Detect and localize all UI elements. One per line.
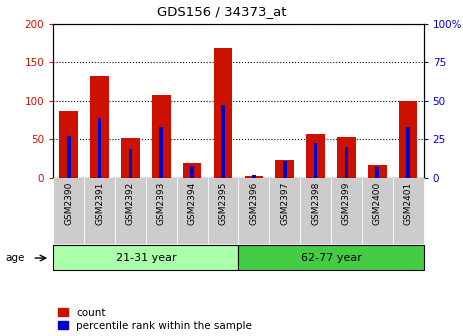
Bar (269, 178, 300, 244)
Text: GSM2397: GSM2397 (280, 181, 289, 225)
Bar (190, 166, 194, 178)
Bar (337, 137, 356, 178)
Text: GSM2391: GSM2391 (95, 181, 104, 225)
Bar (252, 175, 256, 178)
Bar (59, 111, 78, 178)
Text: 21-31 year: 21-31 year (116, 253, 176, 263)
Bar (221, 106, 225, 178)
Text: GSM2400: GSM2400 (373, 181, 382, 224)
Text: GSM2390: GSM2390 (64, 181, 73, 225)
Bar (399, 101, 418, 178)
Bar (300, 178, 331, 244)
Bar (393, 178, 424, 244)
Bar (275, 160, 294, 178)
Text: GSM2396: GSM2396 (250, 181, 258, 225)
Bar (159, 127, 163, 178)
Bar (375, 167, 379, 178)
Bar (90, 76, 109, 178)
Text: GSM2401: GSM2401 (404, 181, 413, 224)
Bar (368, 165, 387, 178)
Text: age: age (6, 253, 25, 263)
Bar (98, 118, 101, 178)
Bar (121, 138, 140, 178)
Bar (407, 127, 410, 178)
Text: GSM2394: GSM2394 (188, 181, 197, 224)
Bar (214, 48, 232, 178)
Bar (183, 163, 201, 178)
Bar (238, 178, 269, 244)
Bar (362, 178, 393, 244)
Bar (331, 178, 362, 244)
Text: GSM2398: GSM2398 (311, 181, 320, 225)
Bar (146, 178, 177, 244)
Bar (307, 134, 325, 178)
Bar (238, 245, 424, 270)
Text: GSM2392: GSM2392 (126, 181, 135, 224)
Bar (67, 136, 70, 178)
Bar (115, 178, 146, 244)
Text: GSM2399: GSM2399 (342, 181, 351, 225)
Bar (129, 149, 132, 178)
Bar (177, 178, 207, 244)
Legend: count, percentile rank within the sample: count, percentile rank within the sample (58, 308, 252, 331)
Text: GDS156 / 34373_at: GDS156 / 34373_at (157, 5, 287, 18)
Bar (314, 142, 318, 178)
Text: GSM2395: GSM2395 (219, 181, 227, 225)
Bar (152, 95, 170, 178)
Bar (53, 178, 84, 244)
Bar (207, 178, 238, 244)
Bar (84, 178, 115, 244)
Bar (53, 245, 238, 270)
Text: 62-77 year: 62-77 year (300, 253, 362, 263)
Bar (344, 147, 348, 178)
Bar (244, 176, 263, 178)
Bar (283, 161, 287, 178)
Text: GSM2393: GSM2393 (157, 181, 166, 225)
